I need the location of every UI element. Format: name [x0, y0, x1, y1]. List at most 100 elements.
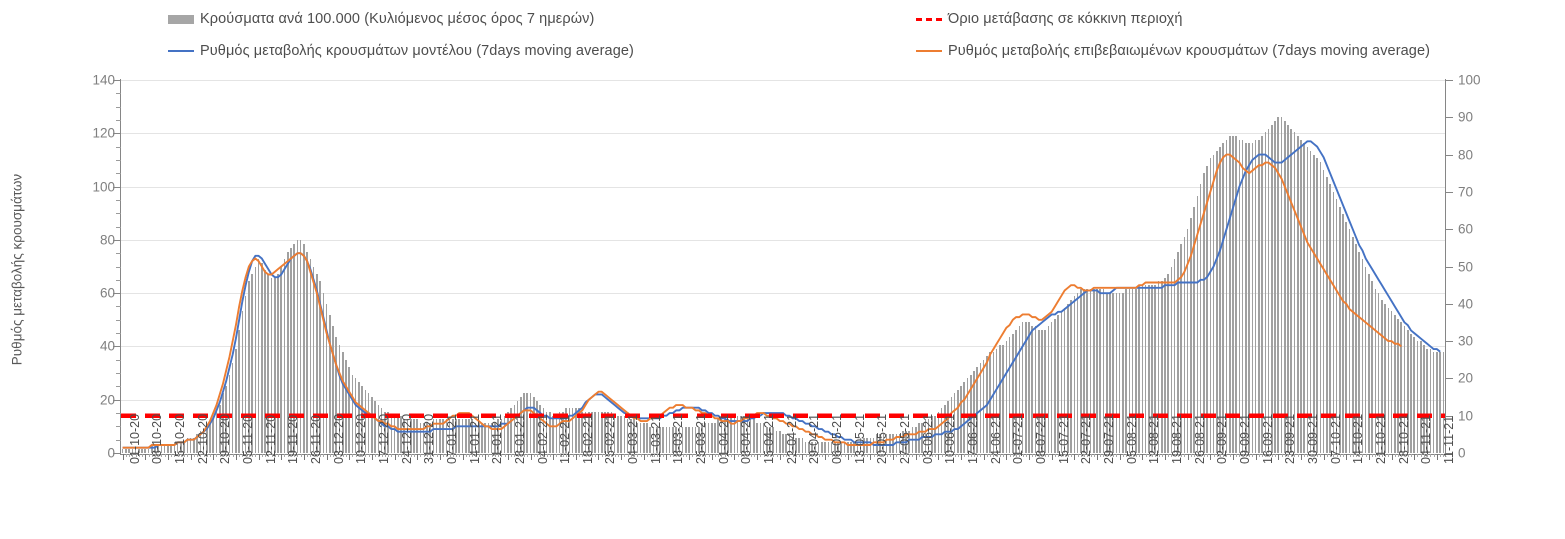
- x-axis-minor-tickmark: [384, 454, 386, 457]
- x-axis-minor-tickmark: [1223, 454, 1225, 457]
- x-axis-minor-tickmark: [1430, 454, 1432, 457]
- legend-item-confirmed-line[interactable]: Ρυθμός μεταβολής επιβεβαιωμένων κρουσμάτ…: [916, 43, 1430, 59]
- x-axis-tickmark: [847, 454, 849, 460]
- bar: [714, 423, 716, 453]
- x-axis-tickmark: [530, 454, 532, 460]
- x-axis-minor-tickmark: [1320, 454, 1322, 457]
- x-axis-minor-tickmark: [1022, 454, 1024, 457]
- x-axis-minor-tickmark: [783, 454, 784, 457]
- bar: [396, 415, 399, 453]
- bar: [244, 296, 247, 453]
- x-axis-minor-tickmark: [329, 454, 331, 457]
- x-axis-minor-tickmark: [1229, 454, 1231, 457]
- x-axis-minor-tickmark: [753, 454, 755, 457]
- bar: [319, 281, 321, 453]
- x-axis-minor-tickmark: [896, 454, 898, 457]
- x-axis-minor-tickmark: [566, 454, 568, 457]
- x-axis-minor-tickmark: [1268, 454, 1270, 457]
- bar: [374, 400, 376, 453]
- bar: [1413, 337, 1416, 453]
- x-axis-minor-tickmark: [452, 454, 454, 457]
- x-axis-minor-tickmark: [381, 454, 383, 457]
- bar: [775, 430, 778, 453]
- bar: [503, 415, 506, 453]
- x-axis-minor-tickmark: [401, 454, 402, 457]
- bar: [562, 411, 564, 453]
- x-axis-minor-tickmark: [821, 454, 823, 457]
- bar: [672, 426, 674, 453]
- bar: [1403, 326, 1406, 453]
- y-axis-right-tickmark: [1445, 303, 1453, 305]
- x-axis-minor-tickmark: [1297, 454, 1299, 457]
- x-axis-minor-tickmark: [912, 454, 914, 457]
- bar: [791, 438, 794, 453]
- bar: [160, 445, 163, 453]
- bar: [1151, 285, 1153, 453]
- bar: [1135, 288, 1137, 453]
- x-axis-minor-tickmark: [1113, 454, 1115, 457]
- bar: [940, 408, 943, 453]
- y-axis-right-tick-label: 90: [1458, 109, 1474, 125]
- x-axis-minor-tickmark: [1184, 454, 1186, 457]
- x-axis-minor-tickmark: [142, 454, 144, 457]
- x-axis-minor-tickmark: [210, 454, 212, 457]
- bar: [523, 393, 525, 453]
- bar: [458, 419, 461, 453]
- y-axis-left-minor-tickmark: [116, 146, 121, 148]
- bar: [1254, 139, 1257, 453]
- x-axis-minor-tickmark: [1352, 454, 1354, 457]
- bar: [1118, 292, 1121, 453]
- bar: [1128, 288, 1131, 453]
- x-axis-minor-tickmark: [549, 454, 551, 457]
- bar: [879, 434, 881, 453]
- bar: [1348, 229, 1351, 453]
- bar: [532, 397, 535, 453]
- bar: [594, 411, 597, 453]
- bar: [788, 434, 791, 453]
- x-axis-minor-tickmark: [1054, 454, 1056, 457]
- y-axis-left-tickmark: [113, 399, 121, 401]
- x-axis-minor-tickmark: [1372, 454, 1374, 457]
- legend-item-model-line[interactable]: Ρυθμός μεταβολής κρουσμάτων μοντέλου (7d…: [168, 43, 634, 59]
- x-axis-minor-tickmark: [1304, 454, 1306, 457]
- x-axis-minor-tickmark: [569, 454, 571, 457]
- x-axis-minor-tickmark: [216, 454, 218, 457]
- x-axis-minor-tickmark: [1116, 454, 1118, 457]
- x-axis-minor-tickmark: [883, 454, 885, 457]
- x-axis-minor-tickmark: [1411, 454, 1412, 457]
- bar: [1364, 266, 1367, 453]
- bar: [989, 352, 991, 453]
- legend-item-threshold-line[interactable]: Όριο μετάβασης σε κόκκινη περιοχή: [916, 11, 1183, 27]
- bar: [1060, 311, 1063, 453]
- bar: [303, 244, 305, 453]
- x-axis-minor-tickmark: [265, 454, 267, 457]
- bar: [1416, 341, 1419, 453]
- legend-item-cases-bar[interactable]: Κρούσματα ανά 100.000 (Κυλιόμενος μέσος …: [168, 11, 594, 27]
- x-axis-minor-tickmark: [951, 454, 953, 457]
- x-axis-minor-tickmark: [313, 454, 315, 457]
- x-axis-minor-tickmark: [1326, 454, 1328, 457]
- x-axis-tickmark: [1210, 454, 1212, 460]
- bar: [1329, 184, 1331, 453]
- x-axis-minor-tickmark: [608, 454, 610, 457]
- bar: [1034, 326, 1037, 453]
- bar: [772, 426, 775, 453]
- y-axis-left-minor-tickmark: [116, 279, 121, 281]
- bar: [199, 430, 202, 453]
- x-axis-minor-tickmark: [465, 454, 467, 457]
- bar: [316, 273, 318, 453]
- x-axis-minor-tickmark: [164, 454, 166, 457]
- bar: [170, 445, 172, 453]
- y-axis-left-minor-tickmark: [116, 413, 121, 415]
- x-axis-minor-tickmark: [572, 454, 574, 457]
- x-axis-minor-tickmark: [158, 454, 160, 457]
- bar: [1122, 292, 1124, 453]
- bar: [1089, 288, 1092, 453]
- x-axis-minor-tickmark: [634, 454, 636, 457]
- bar: [953, 393, 956, 453]
- x-axis-minor-tickmark: [786, 454, 788, 457]
- y-axis-left-tickmark: [113, 346, 121, 348]
- bar: [183, 441, 185, 453]
- x-axis-minor-tickmark: [1100, 454, 1102, 457]
- x-axis-minor-tickmark: [663, 454, 665, 457]
